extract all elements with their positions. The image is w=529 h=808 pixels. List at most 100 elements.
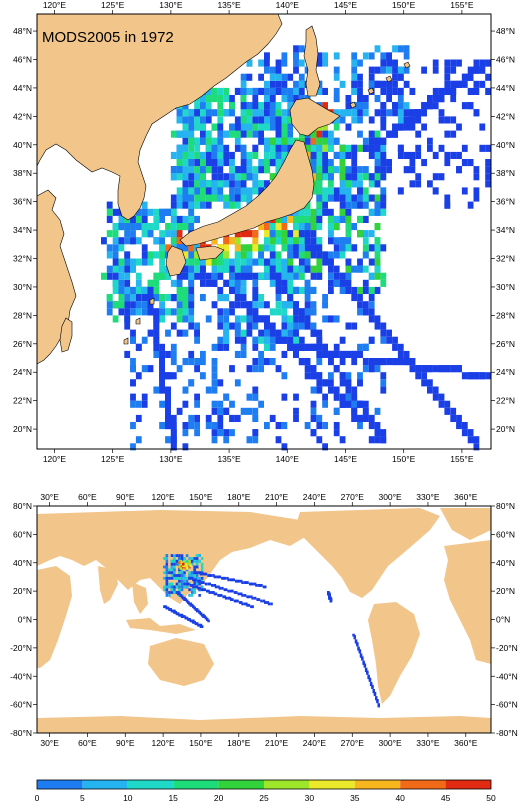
obs-cell (281, 336, 288, 344)
obs-cell (147, 294, 154, 302)
obs-cell (403, 116, 410, 124)
obs-cell (304, 308, 311, 316)
obs-cell (287, 237, 294, 245)
obs-cell (195, 622, 199, 626)
obs-cell (351, 201, 358, 209)
obs-cell (322, 350, 328, 358)
obs-cell (118, 301, 125, 309)
lat-label-left: 40°N (13, 558, 32, 568)
obs-cell (112, 301, 119, 309)
obs-cell (392, 123, 398, 131)
obs-cell (421, 372, 427, 380)
obs-cell (362, 173, 369, 181)
obs-cell (281, 123, 288, 131)
obs-cell (252, 123, 259, 131)
obs-cell (165, 591, 169, 594)
obs-cell (182, 294, 189, 302)
obs-cell (322, 159, 328, 167)
obs-cell (269, 258, 276, 266)
obs-cell (178, 576, 181, 580)
obs-cell (359, 655, 363, 658)
obs-cell (444, 407, 451, 415)
obs-cell (380, 322, 387, 330)
obs-cell (269, 251, 276, 259)
obs-cell (194, 608, 198, 611)
obs-cell (163, 605, 166, 609)
obs-cell (135, 308, 142, 316)
obs-cell (258, 358, 264, 366)
obs-cell (479, 66, 486, 74)
obs-cell (310, 159, 317, 167)
obs-cell (368, 173, 375, 181)
lat-label-right: 38°N (496, 168, 515, 178)
lat-label-right: 40°N (496, 140, 515, 150)
obs-cell (223, 576, 227, 580)
obs-cell (170, 358, 177, 366)
obs-cell (135, 343, 142, 351)
obs-cell (252, 116, 259, 124)
lat-label-right: 28°N (496, 310, 515, 320)
obs-cell (252, 144, 259, 152)
india-shape (98, 566, 118, 604)
lat-label-left: 26°N (13, 339, 32, 349)
obs-cell (179, 594, 182, 597)
obs-cell (269, 322, 276, 330)
obs-cell (287, 258, 294, 266)
lon-label-bottom: 30°E (40, 738, 59, 748)
obs-cell (287, 251, 294, 259)
obs-cell (269, 151, 276, 159)
obs-cell (479, 59, 486, 67)
obs-cell (473, 59, 480, 67)
obs-cell (229, 365, 235, 373)
obs-cell (368, 679, 372, 682)
obs-cell (351, 159, 358, 167)
lon-label-bottom: 120°E (151, 738, 175, 748)
obs-cell (147, 365, 154, 373)
obs-cell (165, 393, 171, 401)
obs-cell (339, 173, 346, 181)
obs-cell (190, 584, 194, 587)
obs-cell (444, 87, 451, 95)
obs-cell (194, 180, 200, 188)
obs-cell (237, 579, 240, 583)
obs-cell (195, 608, 199, 611)
obs-cell (188, 194, 195, 202)
obs-cell (304, 230, 311, 238)
obs-cell (240, 279, 247, 287)
obs-cell (258, 272, 264, 280)
obs-cell (170, 208, 177, 216)
obs-cell (165, 230, 171, 238)
obs-cell (339, 350, 346, 358)
obs-cell (351, 166, 358, 174)
obs-cell (421, 379, 427, 387)
obs-cell (467, 159, 474, 167)
obs-cell (237, 592, 240, 596)
obs-cell (211, 358, 218, 366)
obs-cell (444, 151, 451, 159)
obs-cell (258, 365, 264, 373)
obs-cell (153, 386, 160, 394)
obs-cell (275, 215, 282, 223)
obs-cell (316, 386, 323, 394)
obs-cell (217, 272, 224, 280)
obs-cell (386, 59, 392, 67)
obs-cell (170, 322, 177, 330)
obs-cell (374, 166, 381, 174)
lat-label-left: 0°N (18, 615, 32, 625)
obs-cell (211, 166, 218, 174)
obs-cell (185, 579, 189, 583)
obs-cell (217, 102, 224, 110)
obs-cell (316, 215, 323, 223)
obs-cell (112, 265, 119, 273)
obs-cell (467, 372, 474, 380)
obs-cell (380, 244, 387, 252)
obs-cell (310, 130, 317, 138)
obs-cell (252, 336, 259, 344)
obs-cell (281, 322, 288, 330)
obs-cell (281, 130, 288, 138)
obs-cell (380, 336, 387, 344)
obs-cell (188, 379, 195, 387)
obs-cell (258, 336, 264, 344)
regional-axis-ticks: 120°E 125°E 130°E 135°E 140°E 145°E 150°E 155°E… (13, 0, 515, 464)
obs-cell (269, 237, 276, 245)
